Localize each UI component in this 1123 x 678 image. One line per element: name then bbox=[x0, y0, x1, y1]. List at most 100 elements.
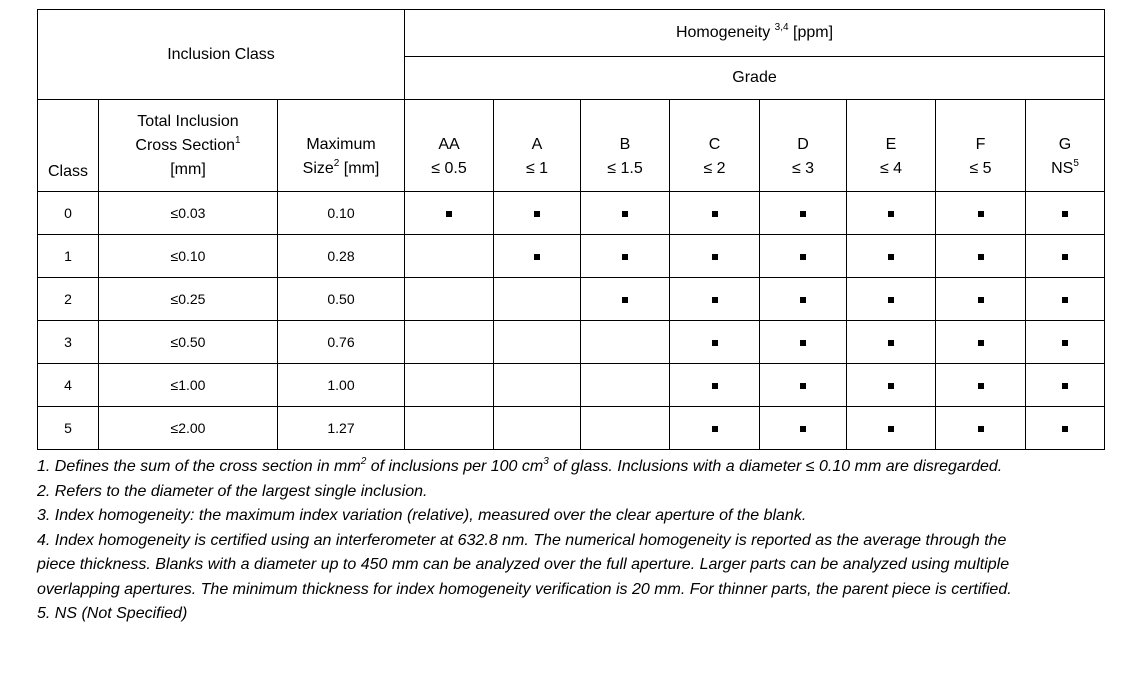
square-mark-icon bbox=[800, 383, 806, 389]
grade-cell bbox=[935, 363, 1026, 407]
class-label: Class bbox=[47, 163, 88, 180]
grade-header: Grade bbox=[404, 56, 1105, 100]
grade-cell bbox=[1025, 277, 1105, 321]
grade-name: F bbox=[975, 136, 986, 153]
max-size-cell: 0.28 bbox=[277, 234, 405, 278]
grade-cell bbox=[493, 363, 581, 407]
grade-cell bbox=[846, 234, 936, 278]
class-header: Class bbox=[37, 99, 99, 192]
grade-limit: ≤ 2 bbox=[703, 160, 726, 177]
grade-cell bbox=[404, 191, 494, 235]
grade-footnote-ref: 5 bbox=[1073, 158, 1079, 169]
square-mark-icon bbox=[888, 340, 894, 346]
grade-cell bbox=[580, 277, 670, 321]
grade-cell bbox=[1025, 406, 1105, 450]
max-size-header: Maximum Size2 [mm] bbox=[277, 99, 405, 192]
table-row: 3 ≤0.50 0.76 bbox=[37, 320, 1105, 364]
grade-cell bbox=[669, 191, 760, 235]
grade-cell bbox=[846, 406, 936, 450]
cross-section-cell: ≤0.03 bbox=[98, 191, 278, 235]
max-size-cell: 1.00 bbox=[277, 363, 405, 407]
max-size-footnote-ref: 2 bbox=[333, 158, 340, 169]
footnote-5: 5. NS (Not Specified) bbox=[37, 605, 188, 622]
grade-cell bbox=[1025, 191, 1105, 235]
table-row: 4 ≤1.00 1.00 bbox=[37, 363, 1105, 407]
footnote-3: 3. Index homogeneity: the maximum index … bbox=[37, 507, 807, 524]
square-mark-icon bbox=[800, 297, 806, 303]
grade-cell bbox=[759, 320, 847, 364]
square-mark-icon bbox=[711, 426, 718, 432]
grade-cell bbox=[759, 234, 847, 278]
grade-cell bbox=[1025, 363, 1105, 407]
grade-header-5: E ≤ 4 bbox=[846, 99, 936, 192]
square-mark-icon bbox=[888, 297, 894, 303]
grade-cell bbox=[846, 277, 936, 321]
total-inclusion-unit: [mm] bbox=[170, 160, 206, 178]
grade-cell bbox=[493, 277, 581, 321]
total-inclusion-header: Total Inclusion Cross Section1 [mm] bbox=[98, 99, 278, 192]
max-size-cell: 0.76 bbox=[277, 320, 405, 364]
grade-cell bbox=[669, 406, 760, 450]
grade-limit: ≤ 4 bbox=[879, 160, 903, 177]
class-cell: 4 bbox=[37, 363, 99, 407]
square-mark-icon bbox=[446, 211, 452, 217]
square-mark-icon bbox=[977, 254, 984, 260]
cross-section-cell: ≤0.25 bbox=[98, 277, 278, 321]
square-mark-icon bbox=[977, 297, 984, 303]
homogeneity-header: Homogeneity 3,4 [ppm] bbox=[404, 9, 1105, 57]
total-inclusion-footnote-ref: 1 bbox=[235, 134, 241, 146]
cross-section-cell: ≤2.00 bbox=[98, 406, 278, 450]
square-mark-icon bbox=[888, 211, 894, 217]
table-row: 1 ≤0.10 0.28 bbox=[37, 234, 1105, 278]
grade-cell bbox=[669, 234, 760, 278]
grade-cell bbox=[669, 320, 760, 364]
grade-label: Grade bbox=[732, 69, 777, 86]
homogeneity-label: Homogeneity bbox=[675, 24, 771, 41]
grade-limit: NS bbox=[1051, 160, 1074, 177]
grade-name: AA bbox=[438, 136, 460, 153]
total-inclusion-label-line1: Total Inclusion bbox=[137, 112, 239, 130]
grade-cell bbox=[493, 406, 581, 450]
grade-header-2: B ≤ 1.5 bbox=[580, 99, 670, 192]
inclusion-homogeneity-table: Inclusion Class Homogeneity 3,4 [ppm] Gr… bbox=[37, 9, 1105, 450]
grade-cell bbox=[759, 363, 847, 407]
footnotes: 1. Defines the sum of the cross section … bbox=[37, 455, 1047, 627]
square-mark-icon bbox=[800, 426, 806, 432]
grade-cell bbox=[846, 191, 936, 235]
square-mark-icon bbox=[800, 340, 806, 346]
grade-name: D bbox=[797, 136, 809, 153]
square-mark-icon bbox=[711, 254, 718, 260]
inclusion-class-header: Inclusion Class bbox=[37, 9, 405, 100]
square-mark-icon bbox=[977, 340, 984, 346]
grade-name: B bbox=[619, 136, 631, 153]
square-mark-icon bbox=[1062, 297, 1068, 303]
square-mark-icon bbox=[711, 297, 718, 303]
grade-cell bbox=[580, 320, 670, 364]
grade-cell bbox=[580, 363, 670, 407]
grade-cell bbox=[404, 363, 494, 407]
grade-limit: ≤ 0.5 bbox=[431, 160, 467, 177]
grade-cell bbox=[493, 234, 581, 278]
square-mark-icon bbox=[888, 383, 894, 389]
grade-cell bbox=[669, 363, 760, 407]
footnote-1: 1. Defines the sum of the cross section … bbox=[37, 456, 1003, 476]
square-mark-icon bbox=[800, 254, 806, 260]
max-size-cell: 0.50 bbox=[277, 277, 405, 321]
grade-limit: ≤ 5 bbox=[969, 160, 992, 177]
grade-cell bbox=[580, 234, 670, 278]
grade-name: G bbox=[1058, 136, 1072, 153]
max-size-unit: [mm] bbox=[339, 160, 380, 177]
square-mark-icon bbox=[977, 383, 984, 389]
square-mark-icon bbox=[534, 211, 540, 217]
table-row: 5 ≤2.00 1.27 bbox=[37, 406, 1105, 450]
square-mark-icon bbox=[622, 211, 628, 217]
grade-cell bbox=[935, 234, 1026, 278]
square-mark-icon bbox=[977, 211, 984, 217]
grade-name: A bbox=[531, 136, 543, 153]
grade-cell bbox=[669, 277, 760, 321]
square-mark-icon bbox=[1062, 211, 1068, 217]
total-inclusion-label-line2: Cross Section bbox=[135, 136, 236, 154]
inclusion-class-label: Inclusion Class bbox=[167, 45, 275, 63]
square-mark-icon bbox=[977, 426, 984, 432]
grade-cell bbox=[1025, 234, 1105, 278]
